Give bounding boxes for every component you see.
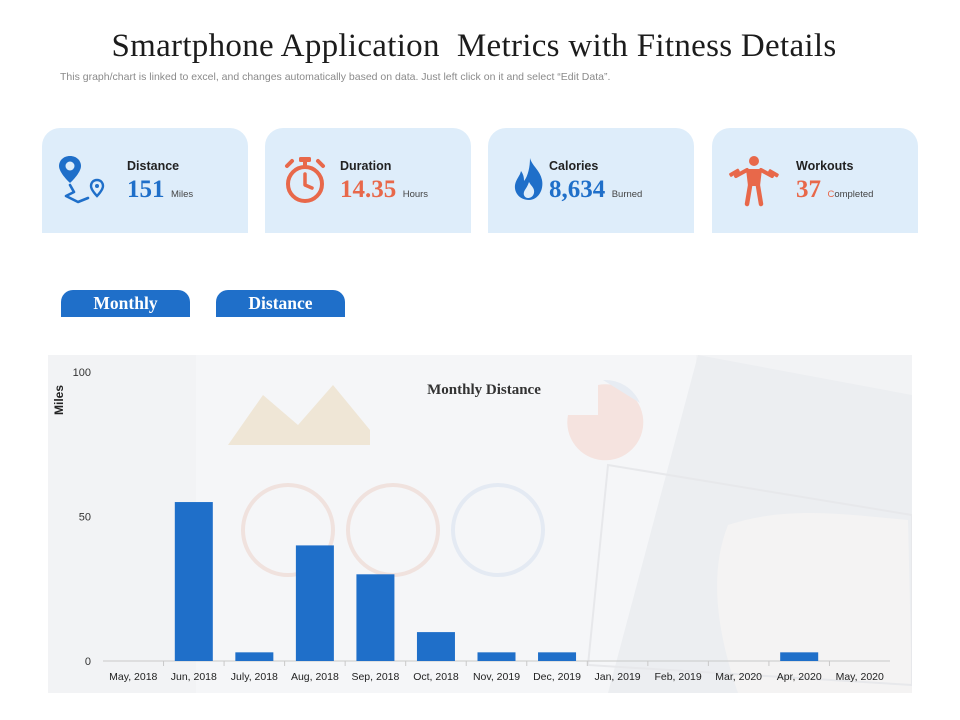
flame-icon: [514, 158, 543, 200]
tab-distance[interactable]: Distance: [216, 290, 345, 317]
route-pin-icon: [59, 156, 105, 204]
stat-label-calories: Calories: [549, 159, 599, 173]
x-tick-label: Apr, 2020: [777, 671, 822, 683]
x-tick-label: May, 2018: [109, 671, 157, 683]
x-tick-label: Sep, 2018: [351, 671, 399, 683]
bar: [174, 502, 213, 661]
stat-unit-distance: Miles: [170, 189, 194, 200]
y-tick-label: 0: [85, 656, 91, 668]
stat-card-distance: Distance 151 Miles: [42, 128, 248, 233]
x-tick-label: Feb, 2019: [654, 671, 701, 683]
bar: [356, 574, 395, 661]
tab-monthly[interactable]: Monthly: [61, 290, 190, 317]
x-tick-label: Jan, 2019: [595, 671, 641, 683]
weightlifter-icon: [729, 156, 779, 207]
x-tick-label: July, 2018: [231, 671, 278, 683]
bar: [477, 652, 516, 661]
stat-unit-calories: Burned: [611, 189, 643, 200]
stat-card-duration: Duration 14.35 Hours: [265, 128, 471, 233]
monthly-distance-chart: Monthly Distance Miles 0 50 100 May, 2018 Jun,…: [52, 355, 913, 693]
y-tick-label: 50: [79, 512, 91, 524]
stat-card-calories: Calories 8,634 Burned: [488, 128, 694, 233]
bar: [538, 652, 577, 661]
bar: [235, 652, 274, 661]
chart-panel: Monthly Distance Miles 0 50 100 May, 2018 Jun,…: [48, 355, 913, 693]
stat-value-calories: 8,634: [549, 176, 606, 203]
stat-unit-workouts: Completed: [827, 189, 873, 200]
stat-unit-workouts-rest: ompleted: [834, 189, 874, 200]
stat-value-workouts: 37: [796, 176, 821, 203]
x-tick-label: Oct, 2018: [413, 671, 459, 683]
x-tick-label: May, 2020: [836, 671, 884, 683]
stopwatch-icon: [285, 157, 325, 203]
stat-unit-duration: Hours: [402, 189, 429, 200]
x-tick-label: Mar, 2020: [715, 671, 762, 683]
page-subtitle: This graph/chart is linked to excel, and…: [60, 71, 611, 83]
stat-label-distance: Distance: [127, 159, 180, 173]
bar: [416, 632, 455, 661]
chart-title: Monthly Distance: [427, 382, 541, 398]
x-tick-label: Jun, 2018: [171, 671, 217, 683]
page-title: Smartphone Application Metrics with Fitn…: [111, 28, 837, 64]
stat-label-workouts: Workouts: [796, 159, 854, 173]
x-tick-label: Nov, 2019: [473, 671, 520, 683]
stat-unit-workouts-first-letter: C: [827, 189, 835, 200]
y-axis-label: Miles: [52, 385, 66, 415]
bar: [780, 652, 819, 661]
x-tick-label: Dec, 2019: [533, 671, 581, 683]
stat-label-duration: Duration: [340, 159, 392, 173]
stat-value-distance: 151: [127, 176, 165, 203]
stat-value-duration: 14.35: [340, 176, 397, 203]
x-tick-label: Aug, 2018: [291, 671, 339, 683]
stat-card-workouts: Workouts 37 Completed: [712, 128, 918, 233]
bar: [295, 545, 334, 661]
chart-layer: Monthly Distance Miles 0 50 100 May, 2018 Jun,…: [52, 367, 890, 683]
y-tick-label: 100: [73, 367, 91, 379]
